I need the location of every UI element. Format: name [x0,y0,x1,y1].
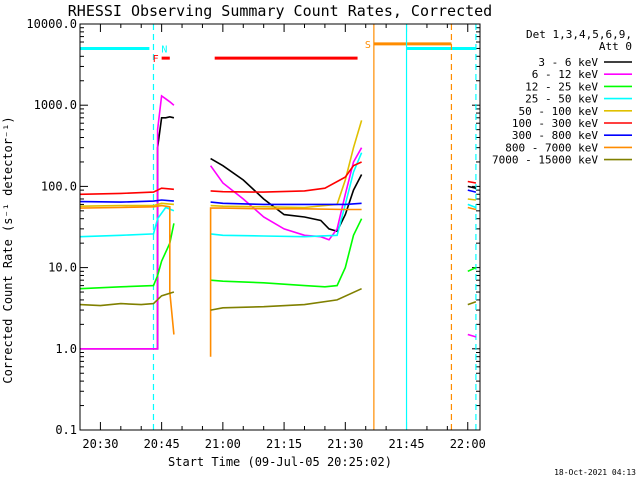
state-marker-label: S [365,40,371,51]
series-line [80,94,175,350]
legend-entry-label: 100 - 300 keV [512,117,598,130]
x-tick-label: 21:30 [327,437,363,451]
series-line [467,189,477,193]
legend-entry-label: 3 - 6 keV [538,56,598,69]
legend-entry-label: 12 - 25 keV [525,80,598,93]
chart-title: RHESSI Observing Summary Count Rates, Co… [68,2,492,20]
series-line [210,201,362,206]
state-marker-labels: F S N [153,40,371,65]
series-line [209,207,362,357]
x-tick-label: 21:45 [388,437,424,451]
state-markers [80,42,476,60]
series-line [467,266,477,273]
series-line [467,198,476,201]
series-line [210,161,362,193]
y-tick-label: 1000.0 [34,98,77,112]
y-tick-label: 10000.0 [26,17,77,31]
y-tick-label: 0.1 [55,423,77,437]
legend-entry-label: 800 - 7000 keV [505,141,598,154]
x-tick-label: 20:30 [82,437,118,451]
series-line [80,223,175,290]
series-line [467,206,477,211]
series-line [80,291,175,307]
x-axis-label: Start Time (09-Jul-05 20:25:02) [168,455,392,469]
series-line [467,203,477,209]
plot-frame [79,23,481,431]
legend-title: Det 1,3,4,5,6,9, [526,28,632,41]
y-tick-label: 1.0 [55,342,77,356]
legend-entry-label: 7000 - 15000 keV [492,154,598,167]
series-lines [80,94,477,357]
x-tick-label: 21:15 [266,437,302,451]
series-line [210,287,362,311]
state-vertical-lines [152,24,477,430]
series-line [467,333,477,338]
series-line [80,206,175,238]
series-line [210,218,363,288]
y-axis-label: Corrected Count Rate (s⁻¹ detector⁻¹) [1,116,15,383]
series-line [210,120,363,209]
series-line [80,115,175,350]
series-line [210,152,363,238]
legend-subtitle: Att 0 [599,40,632,53]
series-line [467,185,477,189]
x-tick-label: 21:00 [205,437,241,451]
x-axis-ticks: 20:30 20:45 21:00 21:15 21:30 21:45 22:00 [79,24,486,451]
legend-entry-label: 6 - 12 keV [532,68,599,81]
series-line [80,204,175,335]
state-marker-label: F [153,54,159,65]
legend-entry-label: 25 - 50 keV [525,93,598,106]
legend-entry-label: 50 - 100 keV [519,105,599,118]
y-tick-label: 100.0 [41,179,77,193]
y-axis-ticks: 0.1 1.0 10.0 100.0 1000.0 10000.0 [26,17,480,437]
legend-entry-label: 300 - 800 keV [512,129,598,142]
series-line [80,187,174,196]
series-line [80,199,174,203]
x-tick-label: 20:45 [144,437,180,451]
series-line [80,202,174,207]
series-line [210,157,363,233]
footer-date: 18-Oct-2021 04:13 [554,468,636,477]
series-line [467,180,477,184]
state-marker-label: N [161,44,167,55]
x-tick-label: 22:00 [450,437,486,451]
y-tick-label: 10.0 [48,261,77,275]
series-line [467,300,477,306]
